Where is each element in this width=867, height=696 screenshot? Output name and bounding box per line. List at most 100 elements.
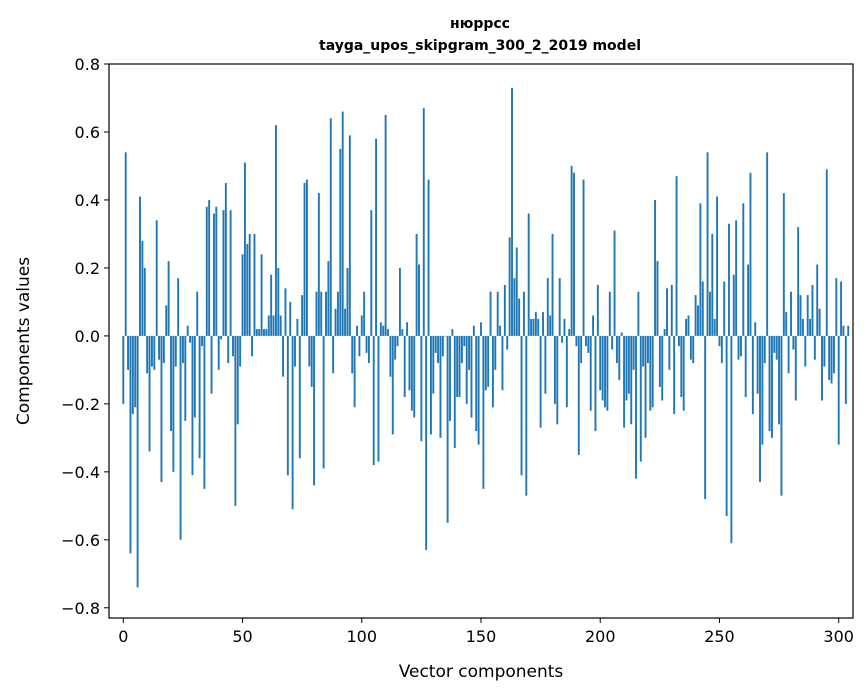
bar	[451, 329, 454, 336]
bar	[804, 335, 807, 367]
bar	[274, 125, 277, 336]
y-tick-label: 0.4	[75, 191, 100, 210]
bar	[158, 335, 161, 360]
bar	[506, 335, 509, 350]
bar	[680, 335, 683, 398]
bar	[511, 87, 513, 336]
bar	[768, 335, 771, 432]
bar	[751, 335, 754, 415]
y-tick-label: −0.6	[61, 531, 100, 550]
bar	[687, 315, 690, 336]
bar	[615, 335, 618, 364]
bar	[501, 335, 504, 391]
bar	[301, 295, 304, 336]
bar	[449, 335, 451, 421]
bar	[325, 291, 327, 336]
bar	[315, 291, 318, 336]
bar	[661, 335, 664, 401]
bar	[656, 261, 659, 336]
bar	[565, 335, 568, 408]
bar	[308, 335, 311, 367]
bar	[539, 335, 542, 428]
bar	[623, 335, 626, 428]
bar	[229, 210, 232, 336]
bar	[136, 335, 139, 588]
bar	[737, 335, 740, 360]
bar	[124, 152, 127, 336]
bar	[143, 267, 146, 336]
bar	[239, 335, 242, 367]
bar	[599, 335, 602, 391]
chart-title-line1: нюррсс	[450, 16, 510, 32]
bar	[394, 335, 397, 360]
bar	[697, 305, 699, 336]
bar	[220, 335, 223, 340]
bar	[508, 237, 511, 336]
bar	[701, 281, 704, 336]
plot-frame	[108, 63, 854, 619]
bar	[754, 322, 757, 336]
bar	[391, 335, 394, 435]
bar	[728, 223, 730, 336]
bar	[198, 335, 201, 459]
bar	[735, 220, 738, 336]
bar	[210, 335, 213, 394]
bar	[427, 179, 430, 336]
bar	[358, 335, 361, 357]
bar	[403, 335, 406, 398]
bar	[582, 179, 585, 336]
bar	[649, 335, 652, 411]
y-axis-ticks: −0.8 −0.6 −0.4 −0.2 0.0 0.2 0.4 0.6 0.8	[61, 55, 109, 618]
bar	[243, 162, 246, 336]
bar	[716, 196, 719, 336]
bar	[344, 308, 347, 336]
bar	[141, 240, 144, 336]
bar	[413, 335, 416, 418]
chart-title-line2: tayga_upos_skipgram_300_2_2019 model	[319, 38, 641, 54]
bar	[215, 206, 218, 336]
bar	[305, 179, 308, 336]
bar	[542, 312, 544, 336]
bar	[406, 322, 409, 336]
bar	[792, 335, 795, 350]
bar	[329, 118, 332, 336]
bar	[384, 114, 387, 336]
bar	[191, 335, 194, 476]
bar	[847, 325, 850, 336]
bar	[453, 335, 456, 449]
bar	[446, 335, 449, 523]
bar	[336, 291, 339, 336]
bar	[267, 315, 270, 336]
bar	[556, 335, 559, 425]
bar	[625, 335, 628, 401]
bar	[518, 298, 521, 336]
bar	[296, 318, 299, 336]
bar	[351, 335, 354, 374]
bar	[515, 247, 518, 336]
bar	[460, 335, 463, 364]
bar	[363, 291, 366, 336]
bar	[160, 335, 163, 483]
bar	[177, 278, 180, 336]
bar	[248, 233, 251, 336]
bar	[577, 335, 580, 455]
bar	[527, 213, 530, 336]
bar	[561, 335, 564, 343]
bar	[439, 335, 442, 438]
bar	[704, 335, 707, 500]
bar	[367, 335, 370, 364]
bar	[232, 335, 234, 357]
bar	[763, 335, 766, 364]
bar	[821, 335, 823, 401]
bar	[131, 335, 134, 415]
bar	[654, 199, 657, 336]
bar	[570, 165, 573, 336]
bar	[682, 335, 685, 411]
bar	[341, 111, 344, 336]
bar-series	[122, 87, 850, 588]
bar	[491, 335, 494, 408]
bar	[809, 318, 812, 336]
bar	[520, 335, 523, 476]
bar	[658, 335, 661, 387]
bar	[279, 315, 282, 336]
